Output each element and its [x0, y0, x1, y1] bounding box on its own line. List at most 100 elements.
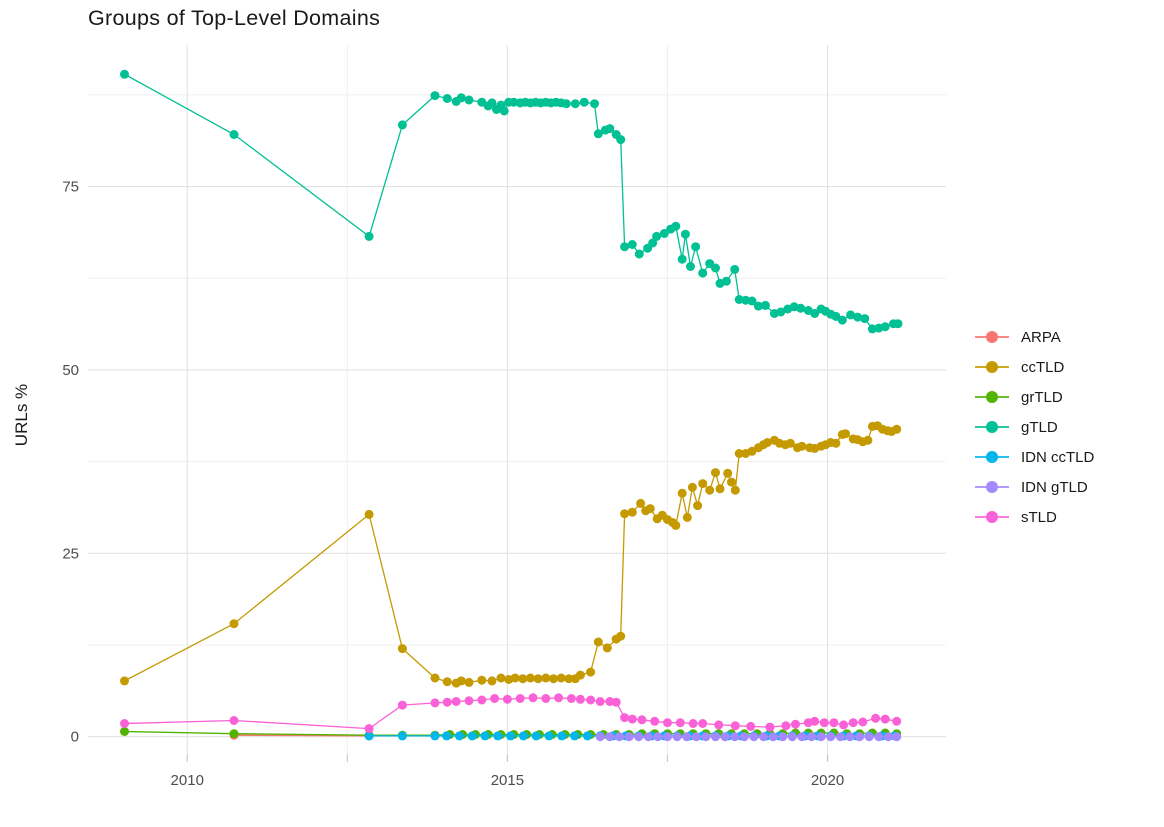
data-point-cctld — [711, 468, 720, 478]
data-point-gtld — [464, 95, 474, 105]
data-point-stld — [627, 714, 637, 724]
y-tick-label: 25 — [62, 545, 79, 562]
legend-key-icon — [975, 479, 1009, 495]
data-point-stld — [781, 721, 791, 731]
data-point-idn-gtld — [682, 732, 692, 742]
data-point-idn-cctld — [531, 731, 541, 741]
data-point-gtld — [796, 303, 806, 313]
data-point-idn-gtld — [663, 732, 672, 742]
data-point-cctld — [627, 507, 637, 517]
data-point-idn-gtld — [672, 732, 682, 742]
data-point-idn-cctld — [493, 731, 503, 741]
legend-key-icon — [975, 359, 1009, 375]
data-point-gtld — [730, 264, 740, 274]
data-point-idn-gtld — [739, 732, 749, 742]
data-point-stld — [637, 715, 647, 725]
data-point-grtld — [120, 727, 129, 736]
data-point-stld — [688, 719, 698, 728]
data-point-gtld — [590, 99, 599, 109]
data-point-idn-cctld — [467, 731, 477, 741]
legend-label: IDN ccTLD — [1021, 448, 1095, 466]
y-tick-label: 0 — [71, 729, 79, 746]
data-point-stld — [829, 718, 839, 728]
data-point-cctld — [442, 677, 452, 687]
data-point-idn-cctld — [397, 731, 407, 741]
data-point-cctld — [682, 512, 692, 522]
data-point-idn-gtld — [874, 732, 884, 742]
data-point-idn-cctld — [506, 731, 516, 741]
legend-item-stld: sTLD — [975, 502, 1094, 532]
data-point-stld — [451, 697, 461, 706]
data-point-gtld — [499, 106, 509, 116]
data-point-cctld — [549, 674, 558, 684]
legend-label: IDN gTLD — [1021, 478, 1088, 496]
data-point-idn-gtld — [855, 732, 865, 742]
data-point-cctld — [496, 673, 506, 683]
data-point-gtld — [430, 91, 440, 101]
data-point-cctld — [518, 674, 528, 684]
data-point-gtld — [229, 130, 239, 139]
data-point-cctld — [477, 675, 487, 685]
legend-item-gtld: gTLD — [975, 412, 1094, 442]
chart-title: Groups of Top-Level Domains — [88, 6, 381, 30]
data-point-gtld — [579, 97, 589, 107]
legend-key-icon — [975, 449, 1009, 465]
data-point-gtld — [442, 94, 452, 103]
data-point-stld — [502, 694, 512, 704]
data-point-gtld — [711, 263, 720, 273]
data-point-stld — [765, 722, 775, 732]
data-point-stld — [675, 718, 685, 728]
data-point-stld — [620, 713, 630, 723]
data-point-cctld — [841, 429, 850, 439]
legend-label: ARPA — [1021, 328, 1061, 346]
data-point-cctld — [593, 637, 603, 647]
x-tick-label: 2015 — [491, 772, 524, 789]
legend-item-idn-cctld: IDN ccTLD — [975, 442, 1094, 472]
data-point-gtld — [747, 296, 757, 306]
data-point-gtld — [846, 310, 856, 320]
legend-label: ccTLD — [1021, 358, 1065, 376]
data-point-gtld — [860, 314, 870, 324]
legend-key-icon — [975, 509, 1009, 525]
data-point-idn-gtld — [797, 732, 807, 742]
data-point-idn-gtld — [711, 732, 720, 742]
data-point-stld — [730, 721, 740, 731]
data-point-cctld — [730, 485, 740, 495]
data-point-stld — [477, 695, 487, 705]
data-point-idn-gtld — [759, 732, 768, 742]
data-point-gtld — [760, 300, 770, 310]
data-point-idn-gtld — [883, 732, 893, 742]
data-point-stld — [541, 694, 551, 703]
data-point-idn-gtld — [730, 732, 740, 742]
data-point-idn-gtld — [634, 732, 644, 742]
data-point-stld — [791, 719, 800, 729]
data-point-gtld — [605, 124, 615, 134]
data-point-gtld — [456, 93, 466, 103]
data-point-idn-gtld — [778, 732, 788, 742]
data-point-gtld — [677, 254, 687, 264]
data-point-gtld — [680, 229, 690, 239]
x-tick-label: 2020 — [811, 772, 844, 789]
data-point-cctld — [734, 449, 744, 458]
legend-dot-icon — [986, 451, 998, 463]
legend-dot-icon — [986, 421, 998, 433]
data-point-stld — [554, 693, 564, 703]
data-point-idn-cctld — [454, 731, 464, 741]
data-point-idn-cctld — [570, 731, 580, 741]
data-point-gtld — [893, 319, 903, 329]
data-point-gtld — [570, 99, 580, 109]
data-point-gtld — [721, 276, 731, 286]
data-point-stld — [364, 724, 374, 734]
data-point-cctld — [525, 673, 535, 683]
data-point-cctld — [705, 485, 715, 495]
data-point-cctld — [723, 468, 733, 478]
data-point-stld — [575, 694, 585, 704]
data-point-gtld — [691, 242, 701, 252]
data-point-gtld — [364, 231, 374, 241]
data-point-cctld — [575, 670, 585, 680]
legend-dot-icon — [986, 331, 998, 343]
data-point-idn-gtld — [826, 732, 836, 742]
data-point-idn-gtld — [845, 732, 855, 742]
